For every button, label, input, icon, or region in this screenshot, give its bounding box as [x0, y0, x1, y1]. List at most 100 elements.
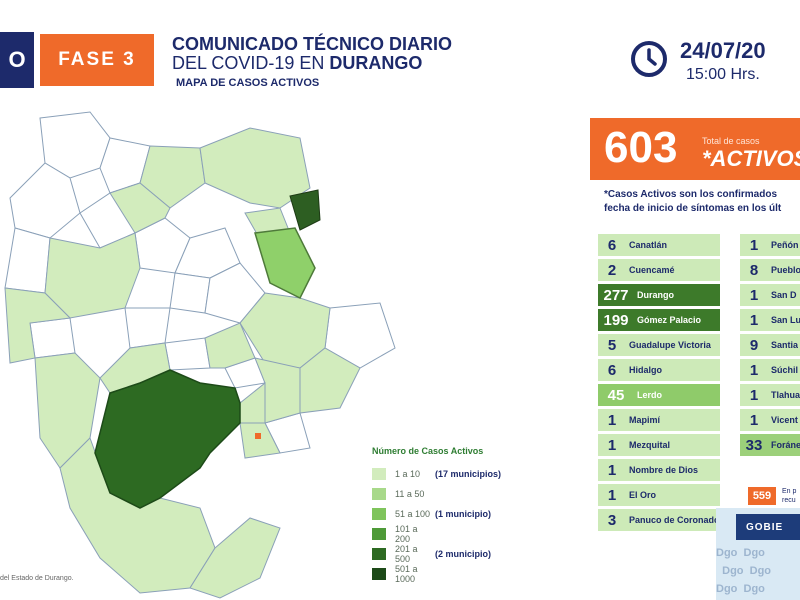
recovered-text: En p recu: [782, 487, 796, 505]
municipality-row: 45 Lerdo: [598, 384, 720, 406]
city-marker: [255, 433, 261, 439]
video-banner-bg: [736, 514, 800, 540]
legend-row: 201 a 500 (2 municipio): [372, 544, 552, 564]
phase-badge: FASE 3: [38, 32, 156, 88]
municipality-name: Peñón: [771, 240, 799, 250]
municipality-region: [124, 307, 171, 349]
legend-note: (1 municipio): [435, 509, 491, 519]
municipality-row: 6 Hidalgo: [598, 359, 720, 381]
municipality-region: [109, 182, 171, 234]
case-count: 1: [749, 386, 759, 404]
video-banner-text: GOBIE: [746, 522, 784, 533]
municipality-name: Guadalupe Victoria: [629, 340, 711, 350]
case-count: 8: [749, 261, 759, 279]
municipality-name: San Lu: [771, 315, 800, 325]
municipality-region: [189, 517, 281, 599]
case-count: 277: [603, 286, 629, 304]
note-line-2: fecha de inicio de síntomas en los últ: [604, 203, 782, 214]
backdrop-logo: Dgo: [743, 547, 765, 559]
municipality-row: 33 Foráne: [740, 434, 800, 456]
municipality-name: Mezquital: [629, 440, 671, 450]
municipality-row: 2 Cuencamé: [598, 259, 720, 281]
municipality-name: El Oro: [629, 490, 657, 500]
municipality-row: 1 San D: [740, 284, 800, 306]
municipality-row: 8 Pueblo: [740, 259, 800, 281]
case-count: 1: [607, 436, 617, 454]
legend-note: (17 municipios): [435, 469, 502, 479]
municipality-region: [169, 272, 211, 314]
case-count: 5: [607, 336, 617, 354]
municipality-row: 1 Mezquital: [598, 434, 720, 456]
logo-text: O: [8, 47, 26, 72]
case-count: 1: [607, 411, 617, 429]
case-count: 9: [749, 336, 759, 354]
total-label: Total de casos: [702, 136, 760, 146]
municipality-region: [4, 287, 72, 364]
municipality-region: [29, 317, 76, 359]
legend-row: 51 a 100 (1 municipio): [372, 504, 552, 524]
case-count: 1: [607, 486, 617, 504]
backdrop-logo: Dgo: [743, 583, 765, 595]
case-count: 1: [749, 236, 759, 254]
municipality-row: 1 Tlahua: [740, 384, 800, 406]
municipality-lerdo: [254, 227, 316, 300]
case-count: 3: [607, 511, 617, 529]
municipality-row: 1 San Lu: [740, 309, 800, 331]
report-time: 15:00 Hrs.: [686, 66, 760, 83]
municipality-row: 9 Santia: [740, 334, 800, 356]
map-legend: Número de Casos Activos 1 a 10 (17 munici…: [372, 446, 552, 584]
municipality-row: 3 Panuco de Coronado: [598, 509, 720, 531]
municipality-region: [139, 145, 206, 209]
municipality-row: 5 Guadalupe Victoria: [598, 334, 720, 356]
legend-swatch: [372, 528, 386, 540]
municipality-gomez-palacio: [289, 189, 321, 231]
recovered-text-2: recu: [782, 497, 796, 504]
legend-row: 501 a 1000: [372, 564, 552, 584]
case-count: 6: [607, 361, 617, 379]
government-logo: O: [0, 32, 34, 88]
case-count: 45: [607, 386, 625, 404]
backdrop-logo: Dgo: [716, 547, 738, 559]
case-count: 1: [749, 411, 759, 429]
municipality-name: Durango: [637, 290, 674, 300]
recovered-badge: 559: [748, 487, 776, 505]
municipality-name: Hidalgo: [629, 365, 662, 375]
municipality-row: 277 Durango: [598, 284, 720, 306]
municipality-row: 1 Peñón: [740, 234, 800, 256]
backdrop-logo: Dgo: [722, 565, 744, 577]
municipality-name: Santia: [771, 340, 799, 350]
municipality-row: 1 Vicent: [740, 409, 800, 431]
municipality-name: Canatlán: [629, 240, 668, 250]
municipality-row: 1 El Oro: [598, 484, 720, 506]
legend-swatch: [372, 568, 386, 580]
legend-range: 11 a 50: [395, 489, 425, 499]
municipality-name: Foráne: [771, 440, 800, 450]
legend-swatch: [372, 488, 386, 500]
backdrop-logo: Dgo: [716, 583, 738, 595]
title-prefix: DEL COVID-19 EN: [172, 53, 330, 73]
municipality-row: 1 Súchil: [740, 359, 800, 381]
durango-map: [4, 111, 396, 599]
case-count: 2: [607, 261, 617, 279]
legend-range: 1 a 10: [395, 469, 421, 479]
municipality-name: San D: [771, 290, 797, 300]
legend-swatch: [372, 468, 386, 480]
municipality-row: 6 Canatlán: [598, 234, 720, 256]
title-state: DURANGO: [329, 53, 423, 73]
case-count: 1: [749, 311, 759, 329]
municipality-name: Vicent: [771, 415, 798, 425]
legend-row: 1 a 10 (17 municipios): [372, 464, 552, 484]
clock-icon: [631, 41, 667, 77]
phase-label: FASE 3: [58, 49, 136, 70]
definition-note: *Casos Activos son los confirmados fecha…: [604, 188, 781, 216]
legend-swatch: [372, 508, 386, 520]
recovered-text-1: En p: [782, 488, 797, 495]
municipality-region: [204, 322, 256, 369]
backdrop-logo: Dgo: [749, 565, 772, 577]
legend-range: 501 a 1000: [395, 564, 418, 584]
municipality-durango: [94, 369, 241, 509]
case-count: 199: [603, 311, 629, 329]
case-count: 1: [749, 361, 759, 379]
total-active-count: 603: [604, 123, 678, 172]
page-title: COMUNICADO TÉCNICO DIARIO: [172, 34, 452, 54]
